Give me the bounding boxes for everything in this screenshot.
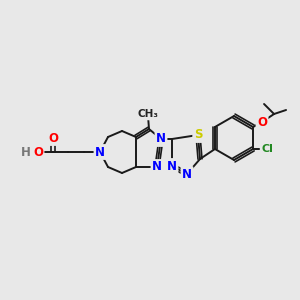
Text: N: N [167, 160, 177, 172]
Text: CH₃: CH₃ [137, 109, 158, 119]
Text: O: O [48, 131, 58, 145]
Text: H: H [21, 146, 31, 158]
Text: Cl: Cl [261, 144, 273, 154]
Text: N: N [152, 160, 162, 173]
Text: O: O [33, 146, 43, 158]
Text: N: N [156, 133, 166, 146]
Text: O: O [257, 116, 267, 128]
Text: N: N [182, 167, 192, 181]
Text: Cl: Cl [261, 144, 273, 154]
Text: N: N [95, 146, 105, 158]
Text: N: N [182, 167, 192, 181]
Text: S: S [194, 128, 202, 142]
Text: O: O [48, 131, 58, 145]
Text: N: N [156, 133, 166, 146]
Text: N: N [95, 146, 105, 158]
Text: N: N [167, 160, 177, 172]
Text: S: S [194, 128, 202, 142]
Text: N: N [152, 160, 162, 173]
Text: H: H [21, 146, 31, 158]
Text: O: O [33, 146, 43, 158]
Text: CH₃: CH₃ [137, 109, 158, 119]
Text: O: O [257, 116, 267, 128]
